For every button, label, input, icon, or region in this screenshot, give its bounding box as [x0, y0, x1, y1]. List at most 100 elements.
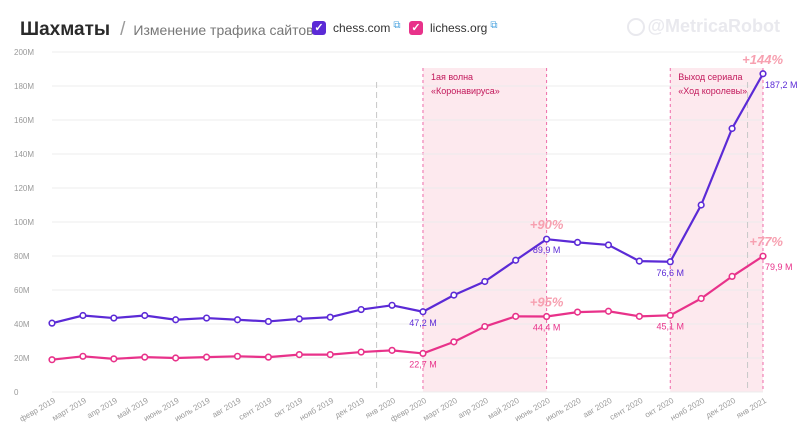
data-point — [697, 294, 705, 303]
x-tick-label: янв 2021 — [735, 396, 769, 421]
x-tick-label: апр 2019 — [86, 396, 120, 421]
x-tick-label: февр 2019 — [18, 396, 57, 424]
data-point — [48, 356, 56, 364]
data-point — [79, 352, 87, 360]
legend-item-lichess[interactable]: ✓ lichess.org ⧉ — [409, 19, 498, 35]
data-label: 76,6 M — [657, 268, 685, 278]
x-tick-label: нояб 2020 — [669, 396, 707, 423]
period-label: «Коронавируса» — [431, 86, 500, 96]
data-point — [481, 277, 489, 286]
growth-label: +90% — [530, 217, 564, 232]
data-point — [48, 319, 56, 327]
data-point — [357, 305, 365, 314]
data-point — [110, 355, 118, 363]
data-point — [481, 322, 489, 331]
period-band — [670, 68, 763, 392]
data-label: 44,4 M — [533, 323, 561, 333]
data-point — [419, 349, 427, 358]
checkbox-checked-icon[interactable]: ✓ — [409, 21, 423, 35]
y-tick-label: 20M — [14, 354, 30, 363]
series-line — [51, 73, 764, 325]
data-point — [326, 313, 334, 321]
data-point — [233, 316, 242, 324]
data-point — [295, 315, 303, 323]
y-tick-label: 80M — [14, 252, 30, 261]
x-tick-label: март 2020 — [422, 396, 460, 423]
data-point — [697, 201, 705, 209]
y-tick-label: 180M — [14, 82, 34, 91]
data-point — [604, 241, 613, 249]
x-tick-label: сент 2019 — [237, 396, 274, 422]
data-point — [264, 317, 272, 326]
data-point — [79, 311, 87, 320]
x-tick-label: нояб 2019 — [298, 396, 336, 423]
y-tick-label: 60M — [14, 286, 30, 295]
watermark-logo-icon — [627, 17, 646, 36]
chart-title: Шахматы — [20, 19, 111, 40]
x-tick-label: дек 2019 — [333, 396, 366, 420]
data-point — [172, 316, 180, 324]
x-tick-label: март 2019 — [51, 396, 89, 423]
x-tick-label: июль 2019 — [173, 396, 212, 424]
legend-label-chess: chess.com — [333, 21, 391, 35]
x-tick-label: апр 2020 — [456, 396, 490, 421]
title-separator: / — [120, 19, 126, 40]
data-point — [543, 312, 551, 321]
x-tick-label: сент 2020 — [608, 396, 645, 422]
y-tick-label: 100M — [14, 218, 34, 227]
data-point — [728, 272, 736, 281]
data-label: 45,1 M — [657, 321, 685, 331]
external-link-icon[interactable]: ⧉ — [393, 19, 401, 31]
data-point — [202, 314, 211, 322]
period-label: Выход сериала — [678, 72, 742, 82]
data-point — [666, 258, 674, 266]
data-point — [388, 346, 396, 354]
y-tick-label: 40M — [14, 320, 30, 329]
data-point — [388, 301, 396, 309]
data-point — [233, 352, 242, 360]
x-tick-label: дек 2020 — [704, 396, 737, 420]
data-label: 47,2 M — [409, 318, 437, 328]
data-label: 79,9 M — [765, 262, 793, 272]
data-point — [635, 257, 643, 265]
data-point — [543, 235, 551, 243]
x-tick-label: февр 2020 — [389, 396, 428, 424]
x-tick-label: июль 2020 — [544, 396, 583, 424]
data-point — [357, 348, 365, 356]
legend-item-chess[interactable]: ✓ chess.com ⧉ — [312, 19, 401, 35]
period-label: «Ход королевы» — [678, 86, 747, 96]
data-point — [604, 307, 613, 315]
watermark: @MetricaRobot — [627, 16, 780, 37]
y-tick-label: 140M — [14, 150, 34, 159]
data-point — [573, 308, 582, 316]
data-label: 89,9 M — [533, 245, 561, 255]
chart-subtitle: Изменение трафика сайтов — [133, 22, 314, 38]
chart-header: Шахматы / Изменение трафика сайтов — [20, 16, 314, 44]
data-point — [326, 351, 334, 359]
data-point — [728, 124, 736, 133]
growth-label: +95% — [530, 295, 564, 310]
data-point — [635, 312, 643, 320]
data-point — [666, 311, 674, 319]
checkbox-checked-icon[interactable]: ✓ — [312, 21, 326, 35]
data-point — [264, 353, 272, 361]
data-point — [512, 256, 520, 264]
series-line — [51, 255, 764, 361]
external-link-icon[interactable]: ⧉ — [490, 19, 498, 31]
data-point — [759, 70, 767, 78]
growth-label: +77% — [749, 234, 783, 249]
data-point — [141, 311, 149, 320]
data-label: 22,7 M — [409, 359, 437, 369]
data-point — [110, 314, 118, 322]
legend-label-lichess: lichess.org — [430, 21, 488, 35]
y-tick-label: 160M — [14, 116, 34, 125]
data-point — [450, 338, 458, 346]
period-label: 1ая волна — [431, 72, 473, 82]
y-tick-label: 120M — [14, 184, 34, 193]
growth-label: +144% — [742, 52, 783, 67]
data-point — [419, 308, 427, 316]
data-point — [512, 312, 520, 320]
data-point — [450, 291, 458, 299]
y-tick-label: 0 — [14, 388, 19, 397]
